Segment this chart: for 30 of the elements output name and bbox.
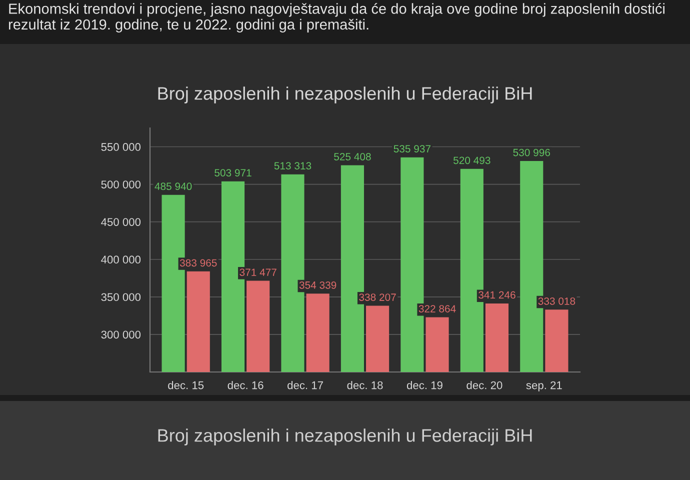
data-label: 338 207 <box>359 294 396 301</box>
data-label: 354 339 <box>299 281 336 289</box>
y-tick-label: 450 000 <box>101 218 141 226</box>
data-label: 525 408 <box>334 153 371 160</box>
x-tick-label: dec. 15 <box>168 381 204 390</box>
data-label: 535 937 <box>394 145 430 152</box>
y-tick-label: 400 000 <box>101 256 141 264</box>
data-label: 371 477 <box>240 268 276 276</box>
data-label: 485 940 <box>154 182 192 190</box>
data-label: 530 996 <box>513 148 550 156</box>
y-tick-label: 500 000 <box>101 180 141 188</box>
y-tick-label: 550 000 <box>101 143 141 151</box>
y-tick-label: 300 000 <box>101 330 141 339</box>
data-label: 341 246 <box>478 291 516 299</box>
x-tick-label: dec. 20 <box>466 381 502 390</box>
text: Ekonomski trendovi i procjene, jasno nagovještavaju da će do kraja ove godine broj zaposlenih dostići rezultat iz 2019. godine, te u 2022. godini ga i premašiti. <box>8 3 664 33</box>
chart-title: Broj zaposlenih i nezaposlenih u Federaciji BiH <box>158 86 532 104</box>
x-tick-label: dec. 19 <box>406 381 442 390</box>
data-label: 383 965 <box>180 259 217 267</box>
data-label: 503 971 <box>214 169 252 176</box>
text: Broj zaposlenih i nezaposlenih u Federaciji BiH <box>158 428 532 446</box>
data-label: 513 313 <box>274 162 312 170</box>
x-tick-label: dec. 18 <box>347 381 383 390</box>
data-label: 333 018 <box>538 297 576 305</box>
data-label: 322 864 <box>418 305 456 312</box>
x-tick-label: dec. 17 <box>288 381 323 390</box>
x-tick-label: sep. 21 <box>526 381 562 392</box>
data-label: 520 493 <box>453 156 490 164</box>
x-tick-label: dec. 16 <box>228 381 264 390</box>
y-tick-label: 350 000 <box>101 293 141 302</box>
